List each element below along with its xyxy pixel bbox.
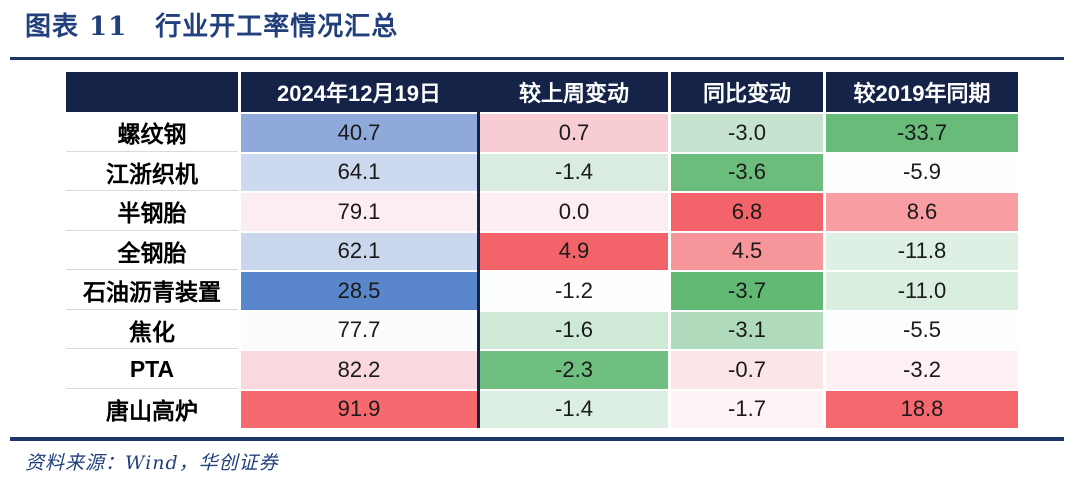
value-cell: -2.3	[480, 351, 668, 389]
value-cell: -33.7	[826, 114, 1018, 152]
value-cell: -5.9	[826, 153, 1018, 191]
value-cell: 8.6	[826, 193, 1018, 231]
row-label: 全钢胎	[66, 232, 238, 270]
value-cell: 62.1	[241, 232, 477, 270]
row-label: 螺纹钢	[66, 114, 238, 152]
column-divider-line	[477, 72, 480, 428]
row-label: 唐山高炉	[66, 390, 238, 428]
value-cell: 82.2	[241, 351, 477, 389]
header-cell-rowlabels	[66, 72, 238, 112]
header-cell-date: 2024年12月19日	[241, 72, 477, 112]
industry-operating-rate-table: 2024年12月19日 较上周变动 同比变动 较2019年同期 螺纹钢 40.7 0…	[66, 72, 1018, 428]
value-cell: 18.8	[826, 390, 1018, 428]
value-cell: -3.2	[826, 351, 1018, 389]
value-cell: 40.7	[241, 114, 477, 152]
value-cell: -3.0	[671, 114, 823, 152]
value-cell: 4.9	[480, 232, 668, 270]
value-cell: -0.7	[671, 351, 823, 389]
value-cell: 4.5	[671, 232, 823, 270]
value-cell: 6.8	[671, 193, 823, 231]
value-cell: -1.6	[480, 311, 668, 349]
row-label: 江浙织机	[66, 153, 238, 191]
header-cell-wow-change: 较上周变动	[480, 72, 668, 112]
value-cell: -1.4	[480, 153, 668, 191]
header-cell-vs-2019: 较2019年同期	[826, 72, 1018, 112]
source-note: 资料来源：Wind，华创证券	[25, 452, 279, 474]
row-label: 半钢胎	[66, 193, 238, 231]
value-cell: 0.0	[480, 193, 668, 231]
value-cell: -3.6	[671, 153, 823, 191]
header-cell-yoy-change: 同比变动	[671, 72, 823, 112]
value-cell: -1.4	[480, 390, 668, 428]
title-underline	[10, 57, 1064, 60]
value-cell: -11.0	[826, 272, 1018, 310]
row-label: 石油沥青装置	[66, 272, 238, 310]
figure-bottom-rule	[10, 437, 1064, 441]
value-cell: 79.1	[241, 193, 477, 231]
value-cell: -3.7	[671, 272, 823, 310]
row-label: PTA	[66, 351, 238, 389]
value-cell: 64.1	[241, 153, 477, 191]
value-cell: 28.5	[241, 272, 477, 310]
figure-number: 图表 11	[25, 12, 128, 42]
page-title: 行业开工率情况汇总	[155, 12, 399, 42]
value-cell: 77.7	[241, 311, 477, 349]
value-cell: -11.8	[826, 232, 1018, 270]
value-cell: -5.5	[826, 311, 1018, 349]
value-cell: 0.7	[480, 114, 668, 152]
value-cell: 91.9	[241, 390, 477, 428]
value-cell: -1.2	[480, 272, 668, 310]
value-cell: -1.7	[671, 390, 823, 428]
figure-caption: 图表 11 行业开工率情况汇总	[25, 6, 398, 43]
row-label: 焦化	[66, 311, 238, 349]
value-cell: -3.1	[671, 311, 823, 349]
